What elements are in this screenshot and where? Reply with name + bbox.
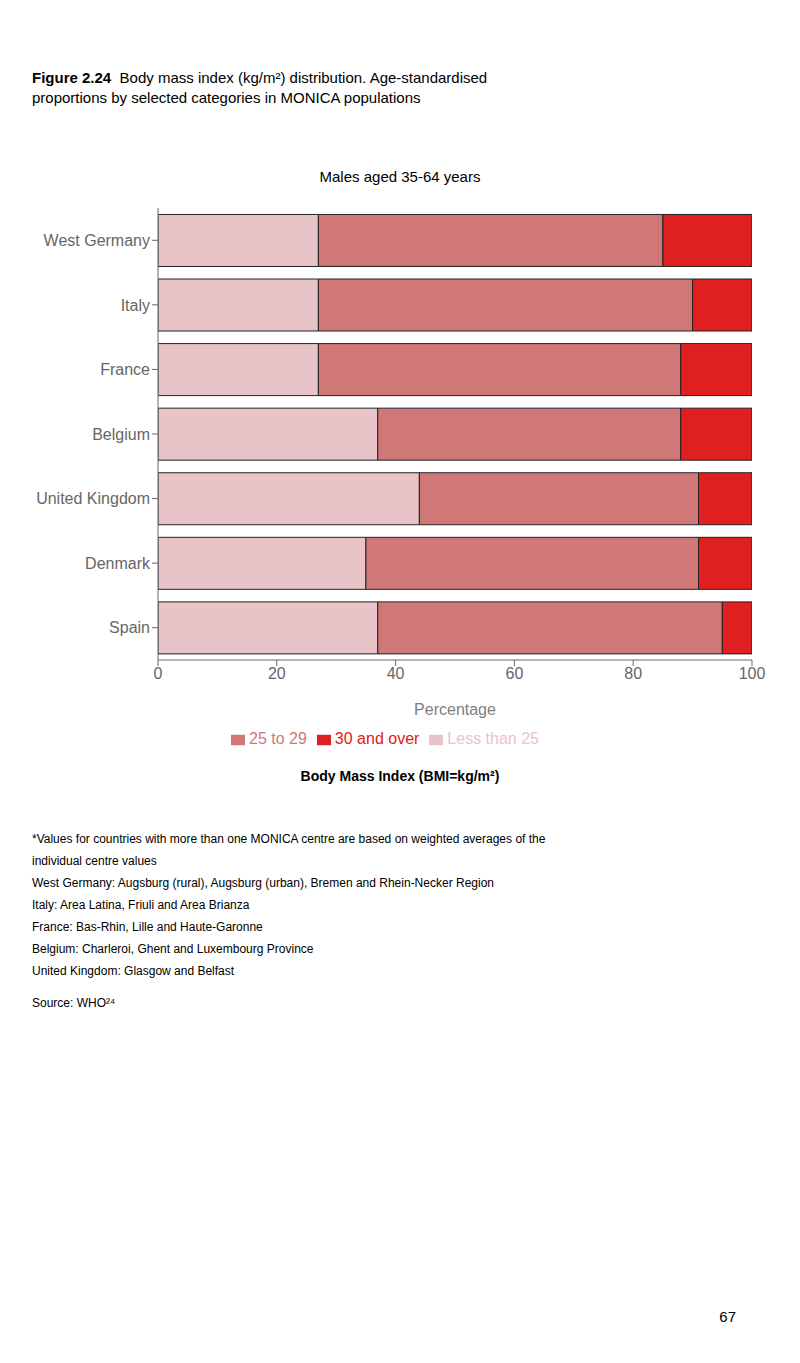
html-text:Italy: Area Latina, Friuli and: Italy: Area Latina, Friuli and Area Bria… (32, 898, 250, 912)
html-text:individual centre values: individual centre values (32, 854, 157, 868)
svg-text:Denmark: Denmark (85, 555, 151, 572)
svg-text:France: France (100, 361, 150, 378)
html-text:France: Bas-Rhin, Lille and Ha: France: Bas-Rhin, Lille and Haute-Garonn… (32, 920, 263, 934)
svg-text:Percentage: Percentage (414, 701, 496, 718)
html-text:West Germany: Augsburg (rural): West Germany: Augsburg (rural), Augsburg… (32, 876, 494, 890)
svg-text:United Kingdom: United Kingdom (36, 490, 150, 507)
svg-text:0: 0 (154, 665, 163, 682)
html-text:Males aged 35-64 years: Males aged 35-64 years (319, 168, 481, 185)
svg-text:Belgium: Belgium (92, 426, 150, 443)
html-text:Belgium: Charleroi, Ghent and: Belgium: Charleroi, Ghent and Luxembourg… (32, 942, 314, 956)
svg-text:80: 80 (624, 665, 642, 682)
html-text:Less than 25: Less than 25 (447, 730, 539, 747)
html-text:Source: WHO²⁴: Source: WHO²⁴ (32, 996, 116, 1010)
svg-text:40: 40 (387, 665, 405, 682)
svg-text:20: 20 (268, 665, 286, 682)
svg-text:Italy: Italy (121, 297, 150, 314)
html-text:Body Mass Index (BMI=kg/m²): Body Mass Index (BMI=kg/m²) (300, 768, 500, 784)
html-text:*Values for countries with mor: *Values for countries with more than one… (32, 832, 546, 846)
html-text:67: 67 (719, 1308, 736, 1325)
svg-text:100: 100 (739, 665, 766, 682)
svg-text:West Germany: West Germany (44, 232, 150, 249)
html-text:Figure 2.24 Body mass index (k: Figure 2.24 Body mass index (kg/m²) dist… (32, 69, 488, 86)
html-text:30 and over: 30 and over (334, 730, 420, 747)
html-text:United Kingdom: Glasgow and Be: United Kingdom: Glasgow and Belfast (32, 964, 235, 978)
svg-text:Spain: Spain (109, 619, 150, 636)
html-text:proportions by selected catego: proportions by selected categories in MO… (32, 89, 421, 106)
svg-text:60: 60 (506, 665, 524, 682)
html-text:25 to 29: 25 to 29 (249, 730, 307, 747)
